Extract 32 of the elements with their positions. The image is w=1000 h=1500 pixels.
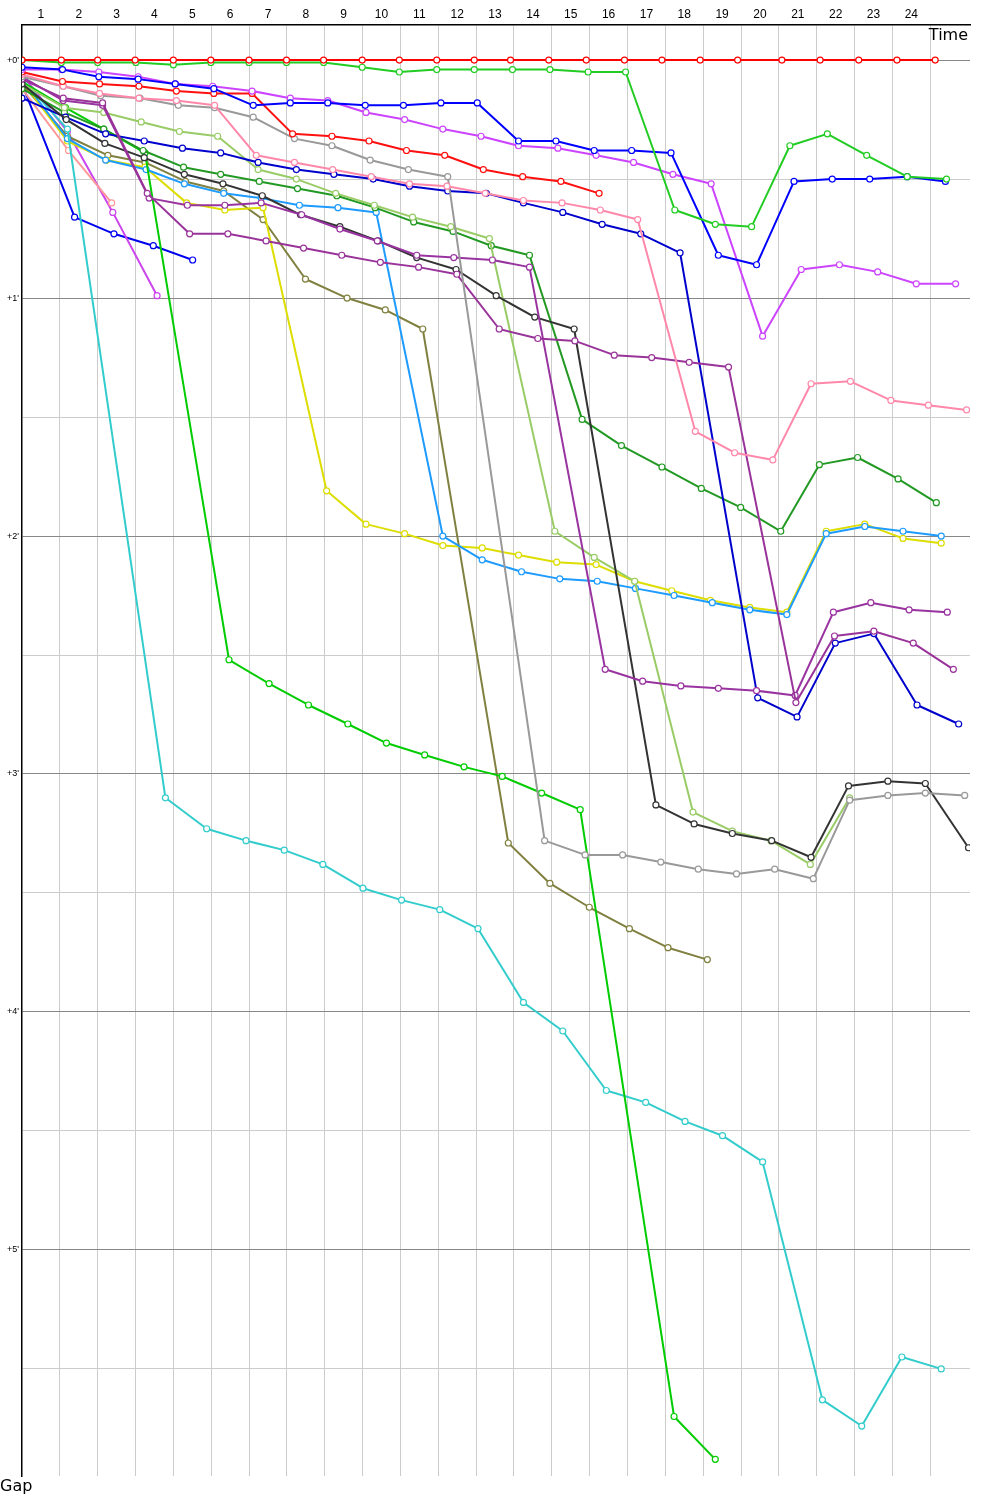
y-tick-label: +5' [7, 1244, 20, 1255]
x-tick-label: 16 [601, 6, 616, 21]
y-tick-label: +4' [7, 1006, 20, 1017]
x-tick-label: 19 [715, 6, 730, 21]
x-tick-label: 2 [75, 6, 83, 21]
x-tick-label: 13 [488, 6, 503, 21]
x-tick-label: 3 [113, 6, 121, 21]
x-tick-label: 21 [791, 6, 805, 21]
x-tick-label: 6 [226, 6, 234, 21]
x-tick-label: 17 [639, 6, 654, 21]
x-tick-label: 14 [526, 6, 540, 21]
x-tick-label: 23 [866, 6, 881, 21]
x-tick-label: 24 [904, 6, 919, 21]
x-axis-title: Time [927, 24, 968, 44]
x-tick-label: 22 [828, 6, 843, 21]
x-tick-label: 15 [564, 6, 578, 21]
y-axis-title: Gap [0, 1476, 33, 1496]
x-tick-label: 20 [753, 6, 767, 21]
x-tick-label: 9 [340, 6, 348, 21]
y-tick-label: +3' [7, 768, 20, 779]
y-tick-label: +0' [7, 54, 20, 65]
x-tick-label: 11 [413, 6, 426, 21]
x-tick-label: 5 [188, 6, 196, 21]
x-tick-label: 18 [677, 6, 692, 21]
y-tick-label: +1' [7, 292, 20, 303]
x-tick-label: 4 [151, 6, 159, 21]
x-tick-label: 8 [302, 6, 310, 21]
y-tick-label: +2' [7, 530, 20, 541]
x-tick-label: 1 [37, 6, 45, 21]
x-tick-label: 12 [450, 6, 465, 21]
x-tick-label: 10 [374, 6, 389, 21]
x-tick-label: 7 [264, 6, 272, 21]
